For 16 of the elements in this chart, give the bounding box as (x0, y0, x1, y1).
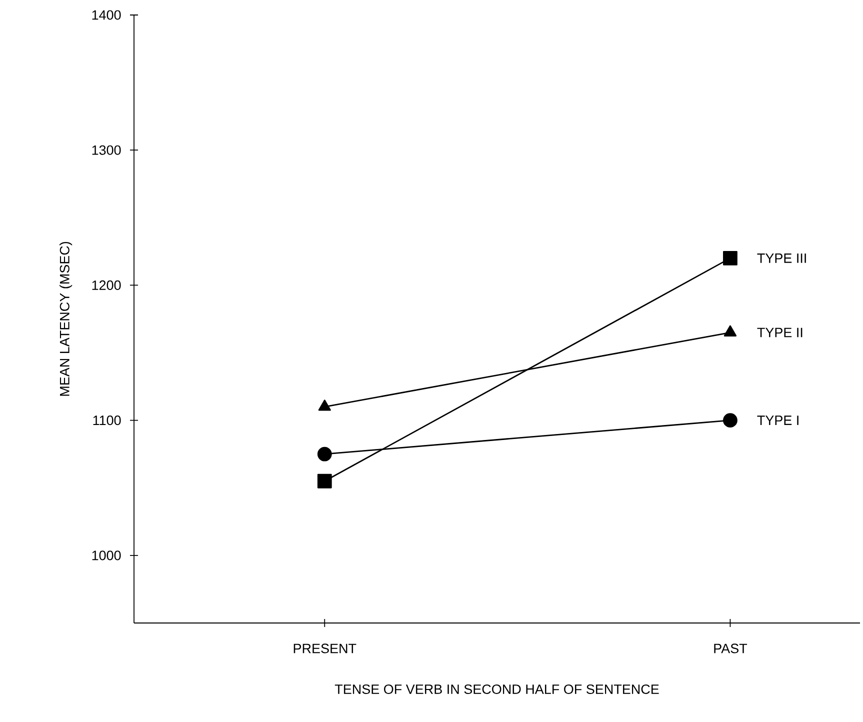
y-tick-label: 1400 (92, 10, 121, 20)
x-axis-title: TENSE OF VERB IN SECOND HALF OF SENTENCE (334, 684, 659, 694)
y-tick-label: 1300 (92, 145, 121, 155)
point (723, 250, 738, 266)
y-tick-label: 1200 (92, 280, 121, 290)
point (317, 446, 332, 462)
x-tick-label: PAST (714, 644, 748, 654)
y-axis-title: MEAN LATENCY (MSEC) (59, 242, 72, 396)
y-tick-label: 1100 (93, 416, 121, 426)
point (317, 474, 332, 488)
series-label: TYPE III (757, 254, 806, 263)
series-label: TYPE I (757, 416, 798, 425)
y-tick-label: 1000 (92, 550, 121, 560)
point (723, 413, 738, 428)
series-label: TYPE II (757, 328, 802, 338)
x-tick-label: PRESENT (294, 644, 356, 654)
